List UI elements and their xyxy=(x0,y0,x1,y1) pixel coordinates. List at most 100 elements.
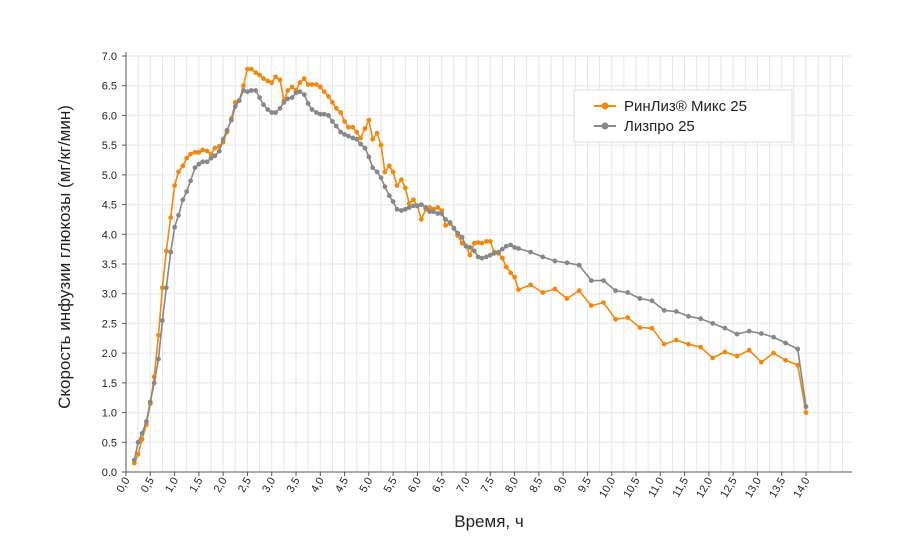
data-point xyxy=(552,258,558,264)
data-point xyxy=(394,206,400,212)
data-point xyxy=(402,185,408,191)
x-tick-label: 4,5 xyxy=(333,476,351,495)
x-tick-label: 12,5 xyxy=(719,476,740,501)
data-point xyxy=(261,76,266,81)
data-point xyxy=(362,126,368,131)
data-point xyxy=(370,165,376,171)
data-point xyxy=(427,205,432,210)
data-point xyxy=(338,110,344,115)
data-point xyxy=(386,193,392,199)
data-point xyxy=(305,101,311,106)
data-point xyxy=(746,328,752,334)
data-point xyxy=(257,95,262,100)
data-point xyxy=(342,119,347,124)
x-tick-label: 3,5 xyxy=(285,476,303,495)
y-tick-label: 7.0 xyxy=(102,51,117,63)
legend: РинЛиз® Микс 25 Лизпро 25 xyxy=(573,89,793,143)
data-point xyxy=(390,199,396,205)
data-point xyxy=(783,357,788,363)
y-tick-label: 4.5 xyxy=(102,200,117,212)
data-point xyxy=(366,117,372,123)
data-point xyxy=(156,332,161,338)
x-tick-label: 7,0 xyxy=(455,476,473,495)
data-point xyxy=(229,117,234,123)
data-point xyxy=(232,104,238,109)
x-tick-label: 10,5 xyxy=(621,476,642,501)
data-point xyxy=(459,234,465,240)
y-tick-label: 3.0 xyxy=(102,289,117,301)
data-point xyxy=(196,149,202,155)
data-point xyxy=(354,129,360,135)
data-point xyxy=(163,248,169,254)
data-point xyxy=(516,287,521,292)
x-tick-label: 8,5 xyxy=(527,476,545,495)
data-point xyxy=(475,240,481,246)
data-point xyxy=(281,100,287,105)
data-point xyxy=(418,202,424,208)
x-tick-label: 9,0 xyxy=(552,476,570,495)
data-point xyxy=(423,205,429,210)
data-point xyxy=(479,240,485,246)
data-point xyxy=(184,189,190,194)
data-point xyxy=(326,94,331,99)
data-point xyxy=(601,278,606,283)
x-tick-label: 1,5 xyxy=(187,476,205,495)
data-point xyxy=(500,246,505,252)
data-point xyxy=(508,242,514,248)
data-point xyxy=(698,344,703,350)
data-point xyxy=(771,334,776,340)
y-tick-label: 5.0 xyxy=(102,170,117,182)
x-tick-label: 3,0 xyxy=(260,476,278,495)
data-point xyxy=(540,290,546,295)
grid xyxy=(126,55,852,472)
series-2 xyxy=(131,88,809,463)
data-point xyxy=(475,254,481,260)
data-point xyxy=(330,100,335,105)
data-point xyxy=(245,89,250,95)
data-point xyxy=(661,308,667,313)
data-point xyxy=(673,309,679,314)
x-tick-label: 13,0 xyxy=(743,476,764,501)
x-tick-label: 1,0 xyxy=(163,476,181,495)
data-point xyxy=(330,119,335,124)
data-point xyxy=(439,211,445,216)
y-tick-label: 6.5 xyxy=(102,81,117,93)
data-point xyxy=(528,249,533,255)
y-tick-label: 1.0 xyxy=(102,408,117,420)
data-point xyxy=(248,66,254,72)
data-point xyxy=(758,331,764,336)
data-point xyxy=(224,127,230,133)
data-point xyxy=(402,206,408,212)
x-tick-label: 2,0 xyxy=(212,476,230,495)
data-point xyxy=(241,88,246,93)
data-point xyxy=(552,286,558,292)
x-tick-label: 9,5 xyxy=(576,476,594,495)
data-point xyxy=(265,107,271,112)
x-tick-label: 6,0 xyxy=(406,476,424,495)
data-point xyxy=(135,439,141,445)
data-point xyxy=(257,72,262,78)
data-point xyxy=(333,105,339,111)
data-point xyxy=(216,148,222,154)
data-point xyxy=(491,250,497,256)
data-point xyxy=(686,313,691,319)
y-tick-label: 0.0 xyxy=(102,467,117,479)
data-point xyxy=(746,347,752,353)
data-point xyxy=(386,163,392,169)
data-point xyxy=(151,380,157,386)
series-layer xyxy=(131,66,809,466)
data-point xyxy=(435,211,441,216)
data-point xyxy=(771,350,776,356)
data-point xyxy=(487,252,493,258)
data-point xyxy=(184,155,190,161)
data-point xyxy=(321,89,327,95)
data-point xyxy=(484,254,489,260)
data-point xyxy=(277,77,283,83)
data-point xyxy=(783,340,788,346)
data-point xyxy=(399,208,404,213)
data-point xyxy=(285,96,291,102)
data-point xyxy=(326,113,331,118)
data-point xyxy=(378,175,384,181)
x-tick-label: 12,0 xyxy=(694,476,715,501)
data-point xyxy=(500,255,505,261)
